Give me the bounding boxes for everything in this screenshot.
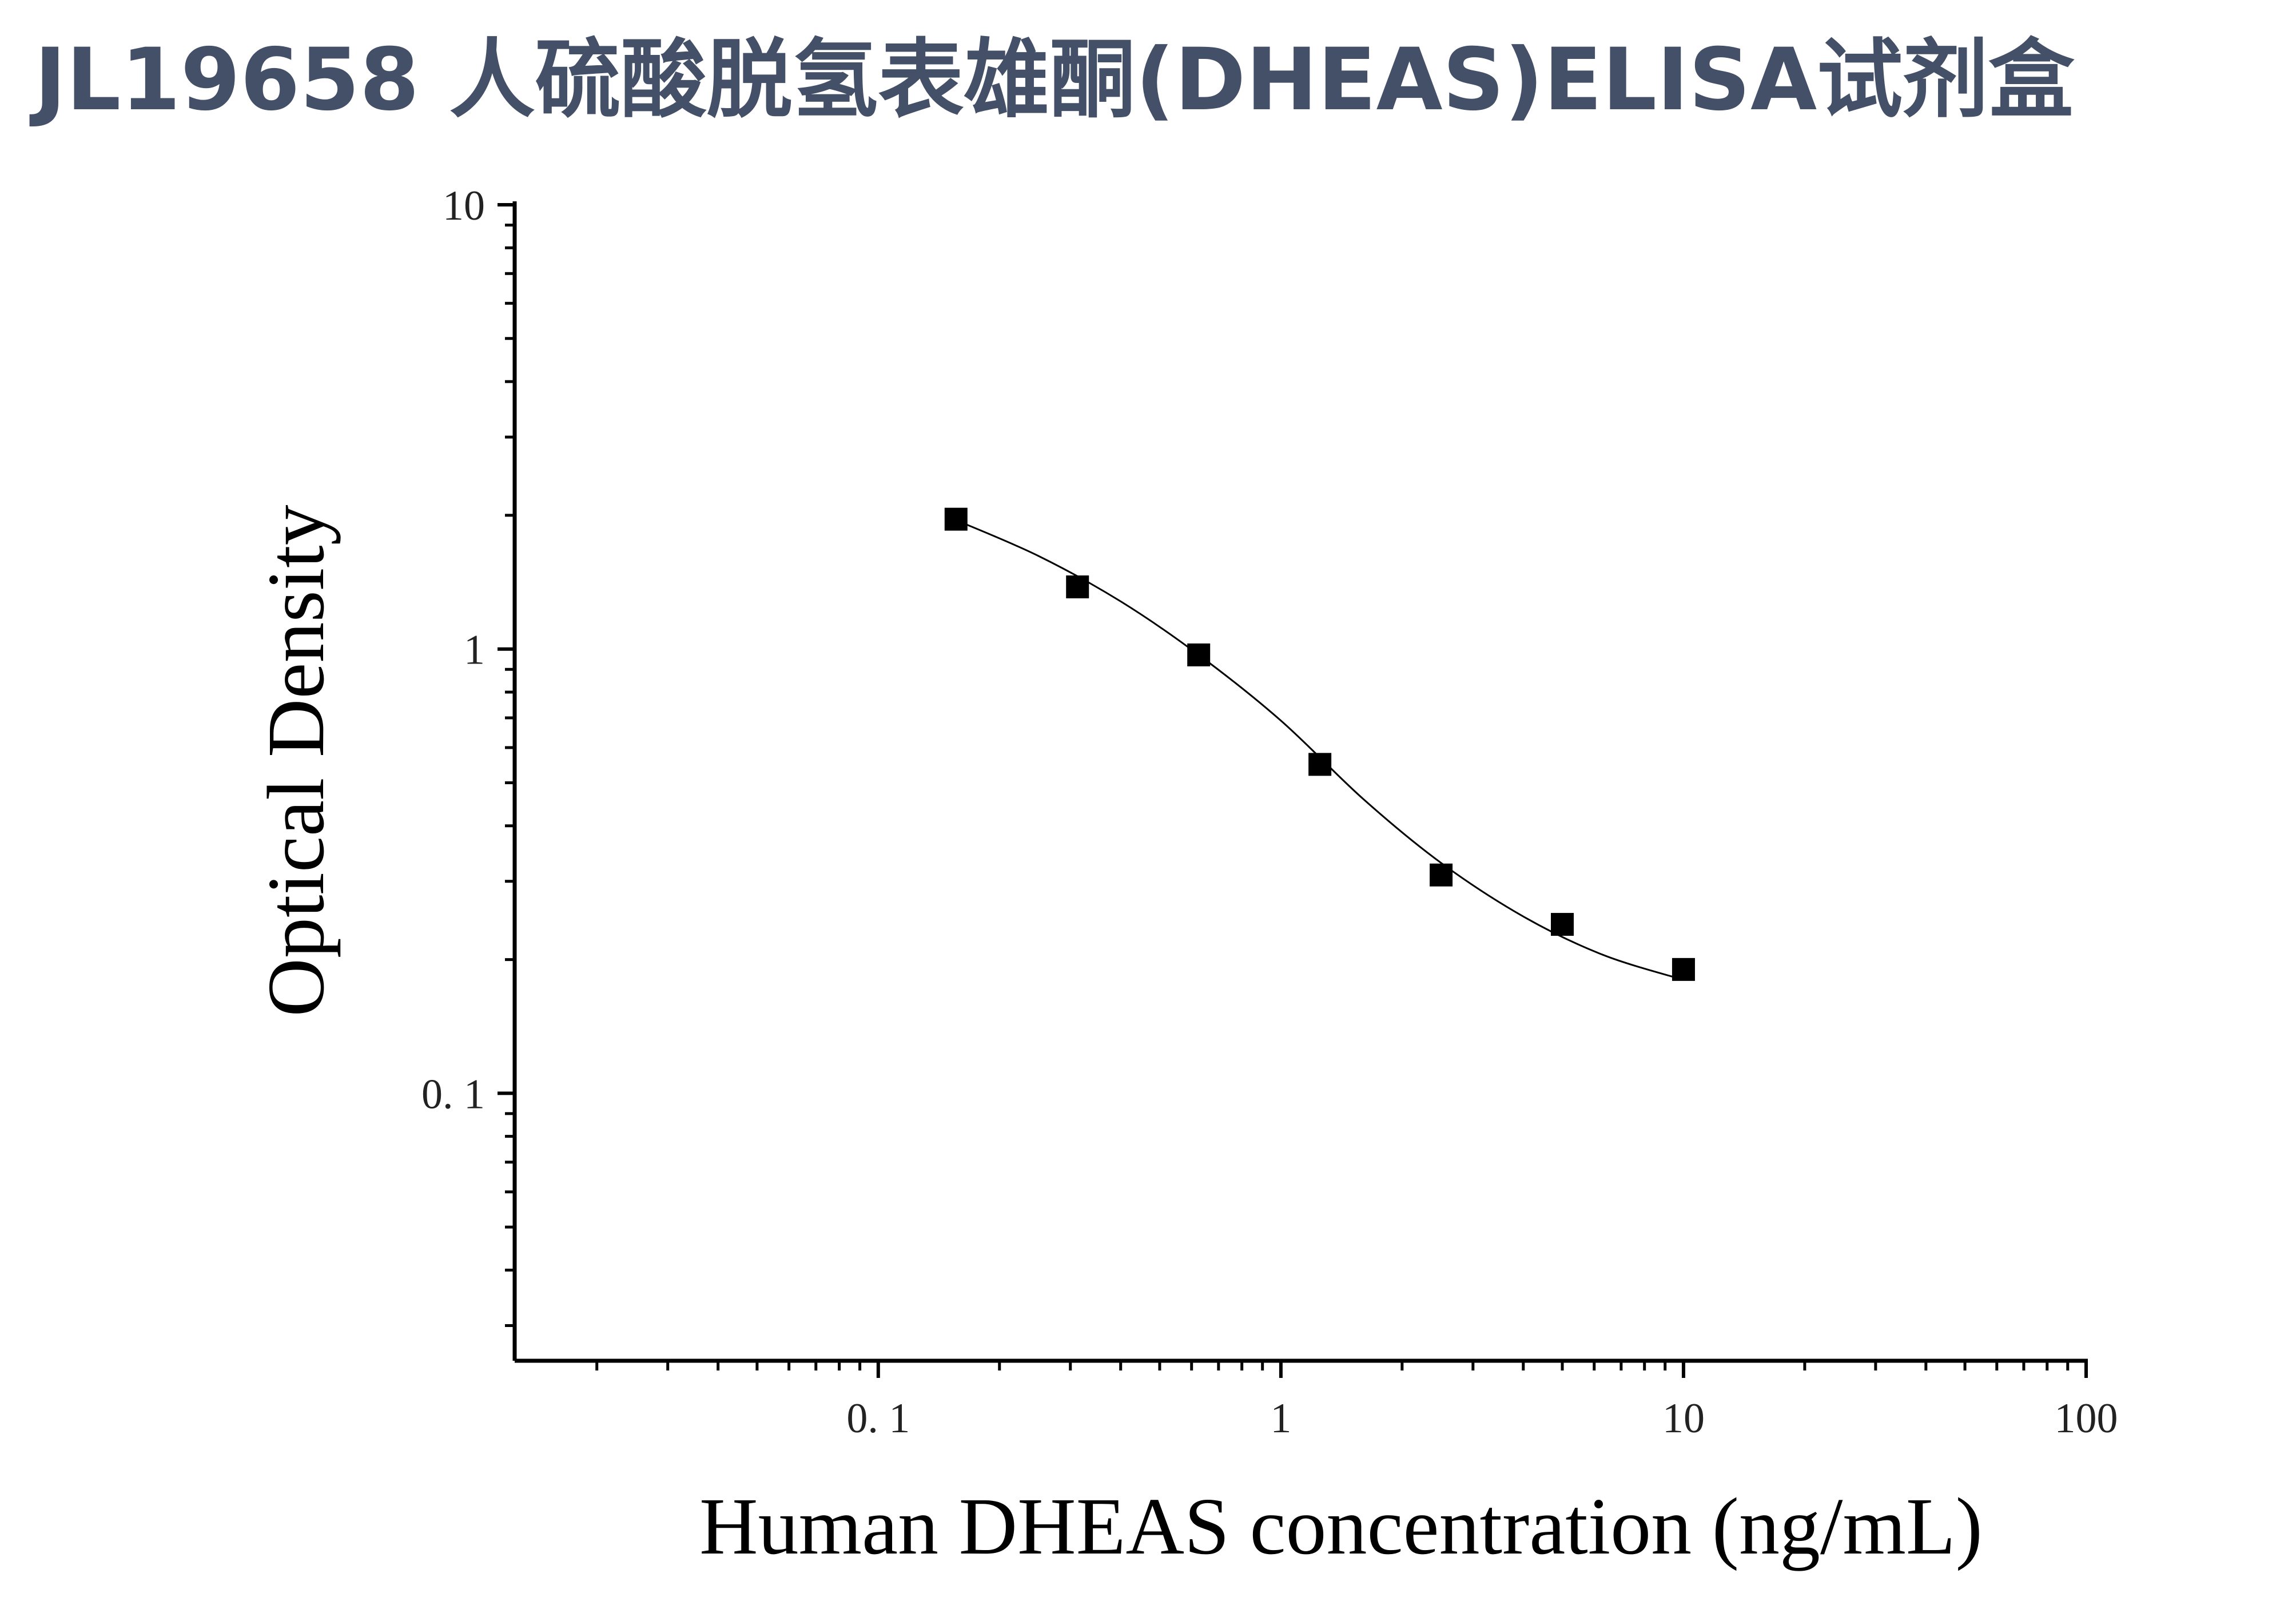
fit-curve-layer xyxy=(956,519,1684,981)
y-axis-label: Optical Density xyxy=(250,504,341,1016)
x-tick-label: 0. 1 xyxy=(846,1395,910,1442)
data-point xyxy=(1308,753,1332,776)
data-points xyxy=(944,507,1695,981)
data-point xyxy=(1551,913,1574,936)
page-title: JL19658 人硫酸脱氢表雄酮(DHEAS)ELISA试剂盒 xyxy=(34,30,2075,130)
x-tick-label: 10 xyxy=(1662,1395,1705,1442)
tick-labels: 0. 1 1 10 0. 1 1 10 100 xyxy=(421,182,2118,1442)
data-point xyxy=(1430,863,1453,887)
y-tick-label: 1 xyxy=(464,627,485,674)
data-point xyxy=(1187,643,1211,666)
data-point xyxy=(1066,575,1089,599)
data-point xyxy=(1672,958,1695,981)
x-tick-label: 100 xyxy=(2055,1395,2118,1442)
x-axis-label: Human DHEAS concentration (ng/mL) xyxy=(699,1481,1983,1571)
data-point xyxy=(944,507,968,531)
fit-curve xyxy=(956,519,1684,981)
axes xyxy=(512,201,2088,1363)
y-tick-label: 0. 1 xyxy=(421,1071,485,1118)
y-tick-label: 10 xyxy=(443,182,485,229)
tick-marks xyxy=(498,203,2088,1378)
x-tick-label: 1 xyxy=(1270,1395,1291,1442)
